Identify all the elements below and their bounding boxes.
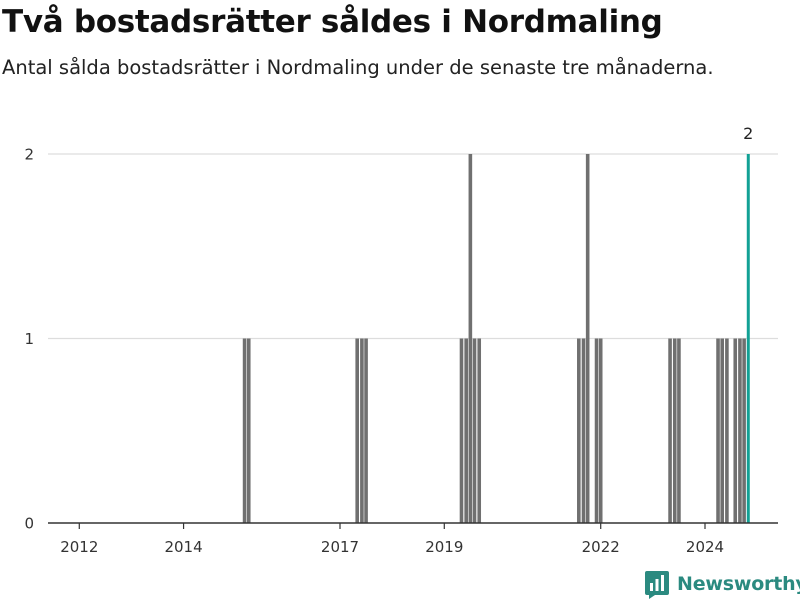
chart-title: Två bostadsrätter såldes i Nordmaling [2, 4, 663, 40]
highlight-data-label: 2 [743, 124, 753, 143]
bar [733, 338, 738, 523]
bar [581, 338, 586, 523]
x-tick-label: 2014 [164, 538, 202, 556]
bar [720, 338, 725, 523]
y-tick-label: 0 [24, 515, 34, 533]
bar [364, 338, 368, 523]
bars: 2 [242, 124, 753, 523]
bar [738, 338, 742, 523]
bar [472, 338, 477, 523]
bar [598, 338, 603, 523]
newsworthy-logo-icon [645, 571, 669, 599]
bar [355, 338, 360, 523]
bar [672, 338, 677, 523]
bar [725, 338, 729, 523]
bar [459, 338, 464, 523]
bar [468, 154, 473, 523]
x-tick-label: 2017 [321, 538, 359, 556]
bar [242, 338, 247, 523]
bar [360, 338, 364, 523]
gridlines [48, 153, 778, 340]
bar [464, 338, 468, 523]
brand-name: Newsworthy [677, 573, 800, 595]
bar [668, 338, 672, 523]
x-tick-label: 2022 [582, 538, 620, 556]
x-tick-label: 2019 [425, 538, 463, 556]
chart-subtitle: Antal sålda bostadsrätter i Nordmaling u… [2, 56, 714, 79]
bar [477, 338, 482, 523]
bar [742, 338, 746, 523]
x-tick-label: 2024 [686, 538, 724, 556]
bar [577, 338, 581, 523]
bar [716, 338, 720, 523]
bar [594, 338, 599, 523]
bar [246, 338, 251, 523]
y-tick-label: 2 [24, 146, 34, 164]
y-tick-label: 1 [24, 330, 34, 348]
x-tick-label: 2012 [60, 538, 98, 556]
newsworthy-brand: Newsworthy [645, 569, 800, 599]
axes: 0 1 2 2012 2014 2017 2019 2022 2024 [24, 146, 778, 556]
bar [677, 338, 681, 523]
bar [585, 154, 590, 523]
highlight-bar [746, 154, 750, 523]
